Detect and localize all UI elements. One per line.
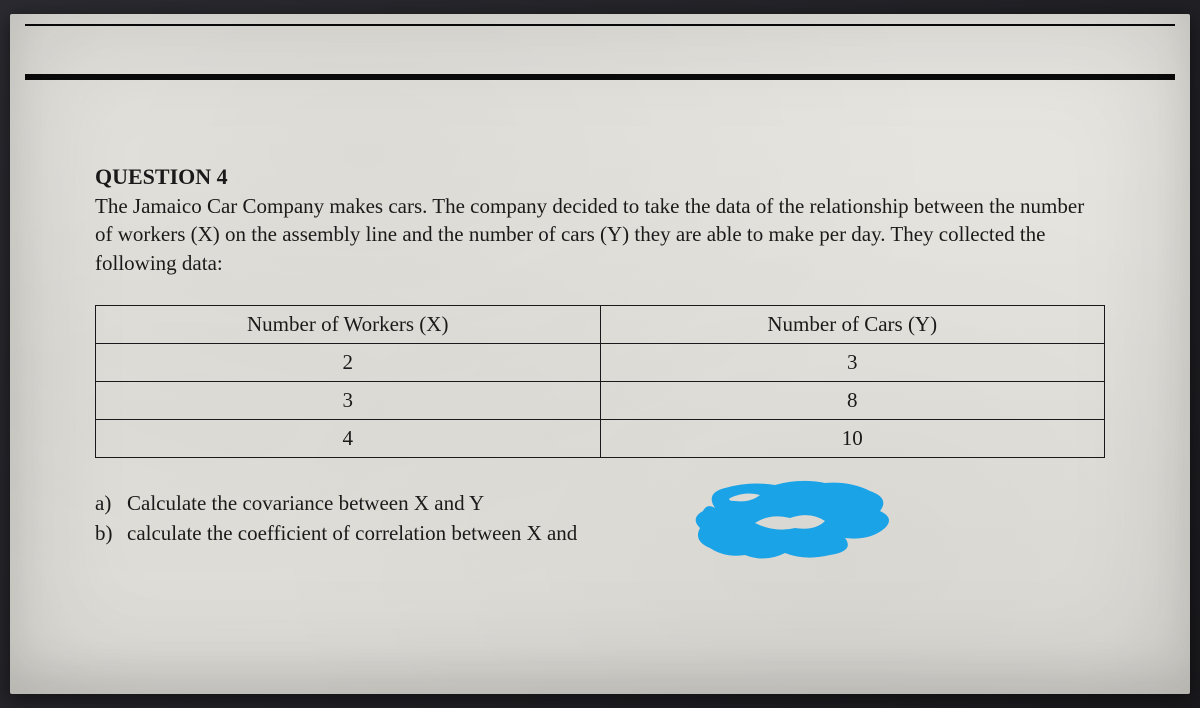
content-block: QUESTION 4 The Jamaico Car Company makes…	[95, 164, 1105, 549]
cell-y: 3	[600, 344, 1105, 382]
column-header-y: Number of Cars (Y)	[600, 306, 1105, 344]
question-text: calculate the coefficient of correlation…	[127, 521, 577, 545]
cell-y: 8	[600, 382, 1105, 420]
cell-x: 2	[96, 344, 601, 382]
column-header-x: Number of Workers (X)	[96, 306, 601, 344]
sub-question-a: a) Calculate the covariance between X an…	[95, 488, 1105, 518]
sub-question-b: b) calculate the coefficient of correlat…	[95, 518, 1105, 548]
question-letter: a)	[95, 488, 111, 518]
table-header-row: Number of Workers (X) Number of Cars (Y)	[96, 306, 1105, 344]
data-table: Number of Workers (X) Number of Cars (Y)…	[95, 305, 1105, 458]
paper-page: QUESTION 4 The Jamaico Car Company makes…	[10, 14, 1190, 694]
cell-x: 3	[96, 382, 601, 420]
question-title: QUESTION 4	[95, 164, 228, 189]
sub-questions: a) Calculate the covariance between X an…	[95, 488, 1105, 549]
table-row: 2 3	[96, 344, 1105, 382]
cell-x: 4	[96, 420, 601, 458]
table-row: 3 8	[96, 382, 1105, 420]
thin-rule	[25, 24, 1175, 26]
question-header: QUESTION 4	[95, 164, 1105, 190]
question-body: The Jamaico Car Company makes cars. The …	[95, 192, 1105, 277]
heavy-rule	[25, 74, 1175, 80]
table-row: 4 10	[96, 420, 1105, 458]
question-letter: b)	[95, 518, 113, 548]
cell-y: 10	[600, 420, 1105, 458]
question-text: Calculate the covariance between X and Y	[127, 491, 484, 515]
